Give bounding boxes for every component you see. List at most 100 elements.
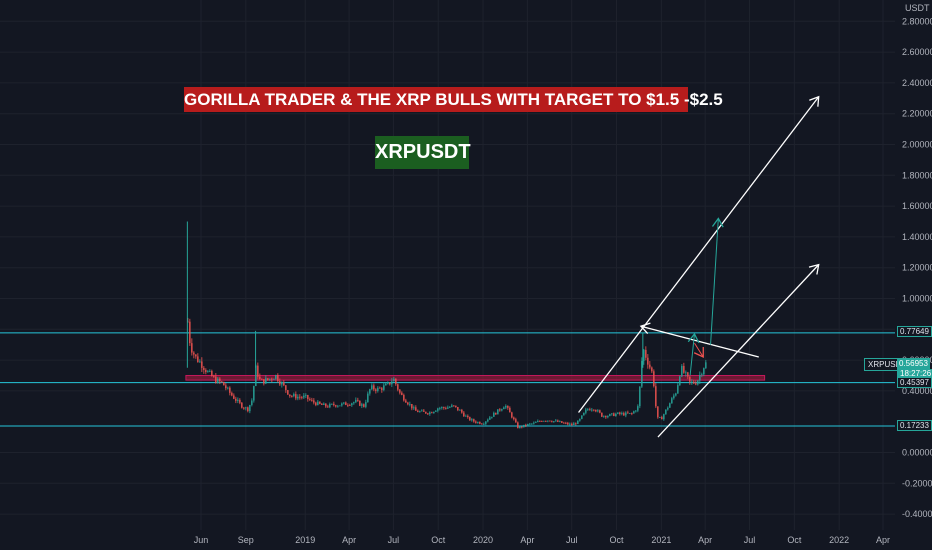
descending-trend-line[interactable] xyxy=(640,325,759,358)
candle-body xyxy=(613,413,615,417)
price-axis[interactable]: USDT 2.80000 2.60000 2.40000 2.20000 2.00000 1… xyxy=(902,3,932,519)
candle-body xyxy=(561,421,563,423)
candle-body xyxy=(247,407,249,412)
candle-body xyxy=(415,407,417,411)
channel-lower-line[interactable] xyxy=(657,264,820,438)
candle-body xyxy=(501,409,503,411)
y-tick-label: 2.40000 xyxy=(902,78,932,88)
horizontal-levels[interactable] xyxy=(0,332,895,427)
projection-target-line[interactable] xyxy=(710,218,719,345)
candle-body xyxy=(283,382,285,386)
candle-body xyxy=(357,399,359,401)
x-tick-label: Apr xyxy=(876,535,890,545)
y-tick-label: 0.40000 xyxy=(902,386,932,396)
candle-body xyxy=(197,356,199,363)
candle-body xyxy=(255,365,257,387)
candle-body xyxy=(447,407,449,409)
candle-body xyxy=(291,396,293,397)
candle-body xyxy=(241,402,243,408)
candle-body xyxy=(295,394,297,399)
candle-body xyxy=(703,368,705,375)
candle-body xyxy=(579,418,581,421)
candle-body xyxy=(603,415,605,417)
candle-body xyxy=(605,415,607,418)
candle-body xyxy=(257,365,259,377)
candle-body xyxy=(685,372,687,374)
candle-body xyxy=(221,381,223,383)
candle-body xyxy=(679,376,681,386)
candle-body xyxy=(337,405,339,407)
candle-body xyxy=(437,408,439,411)
candle-body xyxy=(549,420,551,422)
candle-body xyxy=(469,417,471,421)
candle-body xyxy=(527,424,529,426)
candle-body xyxy=(449,406,451,408)
candle-body xyxy=(385,383,387,386)
candle-body xyxy=(379,387,381,389)
candle-body xyxy=(657,406,659,418)
candle-body xyxy=(483,423,485,425)
candle-body xyxy=(531,423,533,425)
candle-body xyxy=(217,378,219,383)
candle-body xyxy=(525,424,527,426)
candle-body xyxy=(323,403,325,405)
candle-body xyxy=(299,396,301,398)
candle-body xyxy=(471,419,473,421)
candle-body xyxy=(529,423,531,425)
candle-body xyxy=(485,421,487,424)
candle-body xyxy=(545,420,547,422)
projection-small-up-line[interactable] xyxy=(689,333,695,376)
symbol-banner: XRPUSDT xyxy=(375,136,471,169)
candle-body xyxy=(205,369,207,373)
candle-body xyxy=(407,402,409,405)
candle-body xyxy=(339,405,341,407)
candle-body xyxy=(505,405,507,408)
chart-grid xyxy=(0,0,895,530)
candle-body xyxy=(369,389,371,394)
candle-body xyxy=(663,414,665,420)
candle-body xyxy=(565,422,567,424)
candle-body xyxy=(575,423,577,425)
level-price-tag-upper: 0.77649 xyxy=(897,326,932,337)
candle-body xyxy=(365,402,367,407)
candle-body xyxy=(431,412,433,414)
candle-body xyxy=(281,382,283,385)
candle-body xyxy=(651,367,653,372)
candle-body xyxy=(451,405,453,407)
y-tick-label: -0.20000 xyxy=(902,478,932,488)
candle-body xyxy=(631,413,633,414)
level-price-tag-lower: 0.17233 xyxy=(897,420,932,431)
candle-body xyxy=(239,399,241,403)
candle-body xyxy=(503,407,505,410)
time-axis[interactable]: Jun Sep 2019 Apr Jul Oct 2020 Apr Jul Oct 2021 Apr J… xyxy=(194,535,890,545)
candle-body xyxy=(553,421,555,422)
candle-body xyxy=(599,410,601,413)
candle-body xyxy=(683,365,685,373)
candle-body xyxy=(489,417,491,420)
candle-body xyxy=(497,409,499,415)
candle-body xyxy=(699,375,701,381)
candle-body xyxy=(567,422,569,425)
candle-body xyxy=(697,380,699,385)
pullback-line[interactable] xyxy=(694,342,704,358)
support-zone-rect[interactable] xyxy=(185,375,766,381)
candle-body xyxy=(455,405,457,407)
candle-body xyxy=(671,398,673,404)
candle-body xyxy=(199,361,201,363)
x-tick-label: 2021 xyxy=(651,535,671,545)
channel-upper-line[interactable] xyxy=(578,96,820,413)
candle-body xyxy=(427,413,429,415)
candle-body xyxy=(215,376,217,383)
candle-body xyxy=(433,411,435,414)
candle-body xyxy=(569,423,571,425)
y-tick-label: 0.00000 xyxy=(902,448,932,458)
trend-drawings[interactable] xyxy=(578,95,820,438)
y-tick-label: 2.80000 xyxy=(902,16,932,26)
candle-body xyxy=(543,420,545,422)
candle-body xyxy=(421,410,423,412)
candle-body xyxy=(705,362,707,369)
candle-body xyxy=(377,387,379,391)
candle-body xyxy=(633,411,635,414)
candle-body xyxy=(209,371,211,372)
